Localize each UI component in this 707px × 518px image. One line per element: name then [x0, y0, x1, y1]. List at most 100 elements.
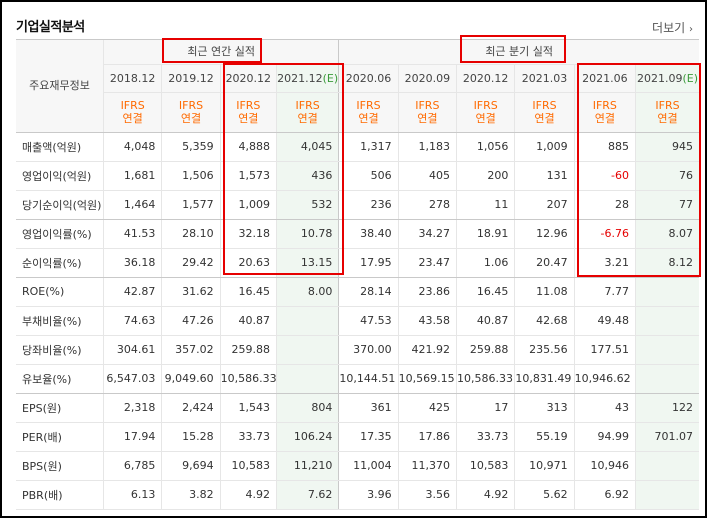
cell-value: 17.86 [418, 430, 451, 443]
table-cell: 1,506 [161, 161, 221, 191]
header-group-row: 주요재무정보 최근 연간 실적 최근 분기 실적 [16, 39, 699, 133]
cell-value: 3.96 [367, 488, 392, 501]
ifrs-header: IFRS 연결 [219, 92, 277, 133]
table-cell: 4,045 [275, 132, 339, 162]
quarter-group-header: 최근 분기 실적 [338, 39, 699, 65]
table-cell: 32.18 [219, 219, 277, 249]
cell-value: 20.63 [238, 256, 270, 269]
table-cell: 235.56 [514, 335, 575, 365]
table-cell: 8.12 [635, 248, 699, 278]
cell-value: 33.73 [238, 430, 270, 443]
table-cell: 42.87 [102, 277, 162, 307]
table-row: 순이익률(%) 36.18 29.42 20.63 13.15 17.95 23.47 1.0… [16, 248, 699, 278]
table-cell: 8.00 [275, 277, 339, 307]
table-cell: 4,888 [219, 132, 277, 162]
ifrs-label: IFRS [415, 99, 440, 112]
period-header: 2019.12 [161, 64, 221, 93]
cell-value: 23.47 [418, 256, 451, 269]
consolidated-label: 연결 [358, 112, 379, 125]
table-cell: 4,048 [102, 132, 162, 162]
cell-value: 4,888 [238, 140, 270, 153]
table-cell: 31.62 [161, 277, 221, 307]
row-label-text: PBR(배) [22, 488, 63, 502]
table-cell: 29.42 [161, 248, 221, 278]
cell-value: 177.51 [590, 343, 630, 356]
cell-value: 7.62 [307, 488, 333, 501]
table-cell: 47.26 [161, 306, 221, 336]
table-row: EPS(원) 2,318 2,424 1,543 804 361 425 17 313 43 122 [16, 393, 699, 423]
consolidated-label: 연결 [534, 112, 555, 125]
cell-value: 421.92 [411, 343, 451, 356]
table-row: 당좌비율(%) 304.61 357.02 259.88 370.00 421.92 259… [16, 335, 699, 365]
estimate-tag: (E) [322, 71, 339, 85]
cell-value: 6.13 [130, 488, 156, 501]
row-label: 영업이익률(%) [16, 219, 104, 249]
cell-value: 17.35 [360, 430, 392, 443]
cell-value: 436 [311, 169, 333, 182]
table-cell: 77 [635, 190, 699, 220]
cell-value: 20.47 [536, 256, 568, 269]
table-cell: 421.92 [397, 335, 457, 365]
table-cell: 36.18 [102, 248, 162, 278]
cell-value: 106.24 [293, 430, 333, 443]
table-cell: 2,424 [161, 393, 221, 423]
table-row: PER(배) 17.94 15.28 33.73 106.24 17.35 17.86 33.… [16, 422, 699, 452]
table-cell: 313 [514, 393, 575, 423]
table-row: BPS(원) 6,785 9,694 10,583 11,210 11,004 11,370… [16, 451, 699, 481]
table-cell: 506 [338, 161, 399, 191]
more-link[interactable]: 더보기 › [652, 19, 693, 36]
cell-value: 10,971 [529, 459, 568, 472]
table-cell: 7.77 [573, 277, 636, 307]
table-cell: 13.15 [275, 248, 339, 278]
table-row: 영업이익(억원) 1,681 1,506 1,573 436 506 405 200 131 -6… [16, 161, 699, 191]
table-cell: 4.92 [219, 480, 277, 510]
table-cell: 207 [514, 190, 575, 220]
table-cell: 3.96 [338, 480, 399, 510]
ifrs-label: IFRS [178, 99, 204, 112]
cell-value: 6,547.03 [106, 372, 156, 385]
table-cell [635, 480, 699, 510]
table-cell: 945 [635, 132, 699, 162]
period-header: 2021.09(E) [635, 64, 699, 93]
cell-value: 94.99 [597, 430, 630, 443]
cell-value: 12.96 [536, 227, 568, 240]
cell-value: 10,946.62 [574, 372, 631, 385]
cell-value: 304.61 [116, 343, 156, 356]
ifrs-label: IFRS [532, 99, 557, 112]
table-cell: 17.95 [338, 248, 399, 278]
table-row: 영업이익률(%) 41.53 28.10 32.18 10.78 38.40 34.27 18… [16, 219, 699, 249]
ifrs-label: IFRS [120, 99, 145, 112]
row-label-text: ROE(%) [22, 285, 65, 298]
table-cell [635, 451, 699, 481]
table-cell: 200 [455, 161, 515, 191]
period-header: 2020.12 [219, 64, 277, 93]
cell-value: 6,785 [123, 459, 156, 472]
period-header: 2020.12 [455, 64, 515, 93]
table-cell: 20.47 [514, 248, 575, 278]
row-label: 당기순이익(억원) [16, 190, 104, 220]
financial-table: 주요재무정보 최근 연간 실적 최근 분기 실적 2018.12 2019.12 2020… [16, 39, 699, 510]
table-cell: 177.51 [573, 335, 636, 365]
cell-value: 28.14 [360, 285, 392, 298]
table-cell: 11 [455, 190, 515, 220]
cell-value: 4.92 [483, 488, 509, 501]
row-label-text: BPS(원) [22, 459, 62, 473]
cell-value: 361 [370, 401, 392, 414]
table-cell: 3.82 [161, 480, 221, 510]
cell-value: 8.12 [668, 256, 694, 269]
cell-value: 8.00 [307, 285, 333, 298]
cell-value: 33.73 [476, 430, 509, 443]
cell-value: 1,009 [536, 140, 568, 153]
cell-value: 200 [487, 169, 509, 182]
table-cell: 10,946.62 [573, 364, 636, 394]
cell-value: 18.91 [476, 227, 509, 240]
ifrs-header: IFRS 연결 [338, 92, 399, 133]
cell-value: 236 [370, 198, 392, 211]
cell-value: 4,048 [123, 140, 156, 153]
cell-value: 3.21 [604, 256, 630, 269]
consolidated-label: 연결 [180, 112, 202, 125]
cell-value: 1,317 [360, 140, 392, 153]
table-cell [275, 364, 339, 394]
quarter-group-label: 최근 분기 실적 [485, 45, 554, 59]
more-link-label[interactable]: 더보기 [652, 21, 686, 35]
